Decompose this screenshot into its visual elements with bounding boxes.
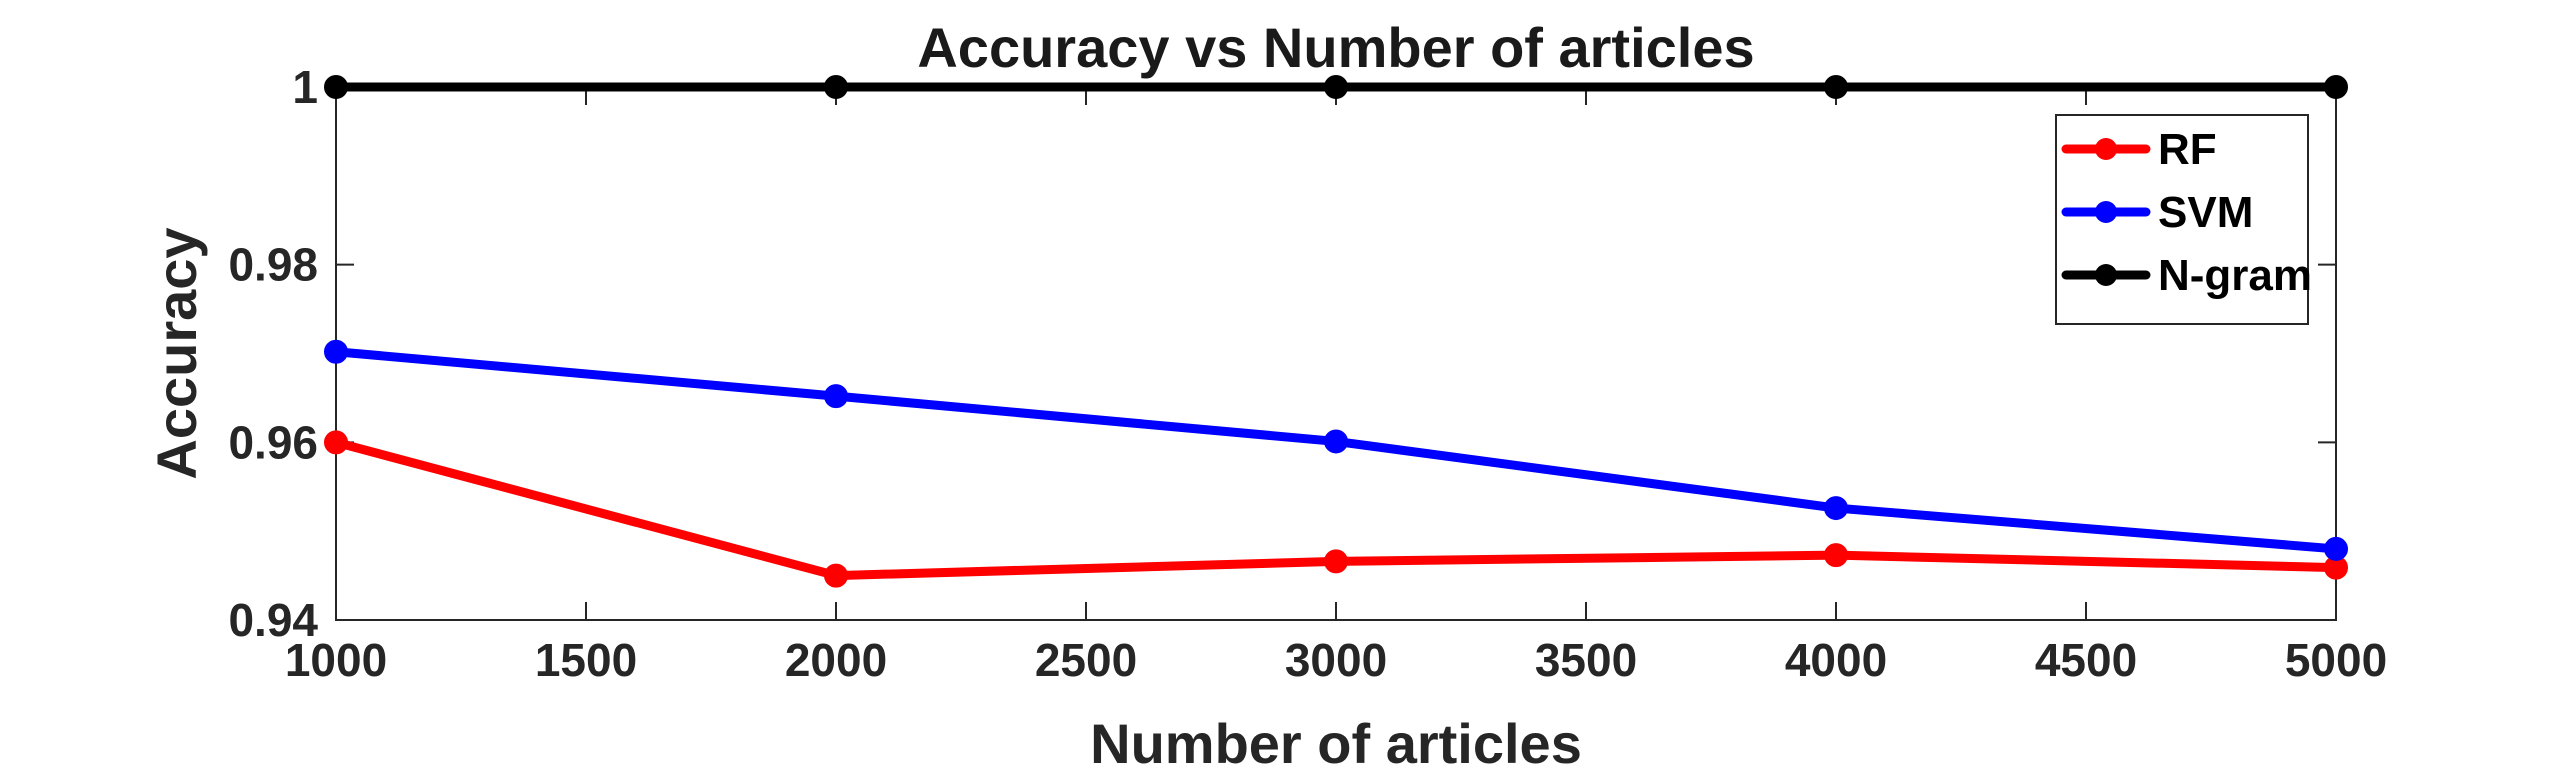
series-svm bbox=[324, 339, 2348, 561]
x-axis-ticks: 1000 1500 2000 2500 3000 3500 4000 4500 5000 bbox=[285, 87, 2387, 686]
legend-label-rf: RF bbox=[2158, 125, 2217, 174]
series-layer bbox=[324, 75, 2348, 588]
data-point-rf bbox=[1824, 543, 1848, 568]
x-tick-label: 1500 bbox=[535, 634, 637, 686]
x-tick-label: 2500 bbox=[1035, 634, 1137, 686]
series-rf bbox=[324, 430, 2348, 588]
data-point-rf bbox=[324, 430, 348, 455]
y-tick-label: 1 bbox=[292, 61, 318, 113]
x-tick-label: 5000 bbox=[2285, 634, 2387, 686]
y-tick-label: 0.98 bbox=[228, 239, 318, 291]
data-point-rf bbox=[1324, 549, 1348, 574]
data-point-svm bbox=[324, 339, 348, 364]
x-tick-label: 4500 bbox=[2035, 634, 2137, 686]
data-point-n-gram bbox=[1824, 75, 1848, 99]
legend-marker-rf bbox=[2095, 138, 2117, 160]
data-point-n-gram bbox=[1324, 75, 1348, 99]
series-n-gram bbox=[324, 75, 2348, 99]
legend-label-svm: SVM bbox=[2158, 188, 2253, 237]
data-point-n-gram bbox=[2324, 75, 2348, 99]
y-axis-ticks: 0.94 0.96 0.98 1 bbox=[228, 61, 2336, 646]
data-point-svm bbox=[1824, 496, 1848, 521]
legend: RF SVM N-gram bbox=[2055, 114, 2312, 325]
data-point-n-gram bbox=[324, 75, 348, 99]
x-tick-label: 1000 bbox=[285, 634, 387, 686]
legend-marker-n-gram bbox=[2095, 264, 2117, 286]
chart-title: Accuracy vs Number of articles bbox=[917, 16, 1754, 79]
y-axis-label: Accuracy bbox=[145, 227, 208, 479]
legend-label-n-gram: N-gram bbox=[2158, 251, 2312, 300]
data-point-n-gram bbox=[824, 75, 848, 99]
y-tick-label: 0.96 bbox=[228, 416, 318, 468]
axes-frame bbox=[335, 86, 2337, 621]
x-tick-label: 2000 bbox=[785, 634, 887, 686]
data-point-svm bbox=[1324, 429, 1348, 454]
x-tick-label: 3500 bbox=[1535, 634, 1637, 686]
legend-marker-svm bbox=[2095, 201, 2117, 223]
x-axis-label: Number of articles bbox=[1090, 712, 1582, 771]
plot-area-box bbox=[335, 86, 2337, 621]
x-tick-label: 4000 bbox=[1785, 634, 1887, 686]
data-point-svm bbox=[2324, 536, 2348, 561]
data-point-rf bbox=[824, 563, 848, 588]
x-tick-label: 3000 bbox=[1285, 634, 1387, 686]
y-tick-label: 0.94 bbox=[228, 594, 318, 646]
data-point-svm bbox=[824, 384, 848, 409]
